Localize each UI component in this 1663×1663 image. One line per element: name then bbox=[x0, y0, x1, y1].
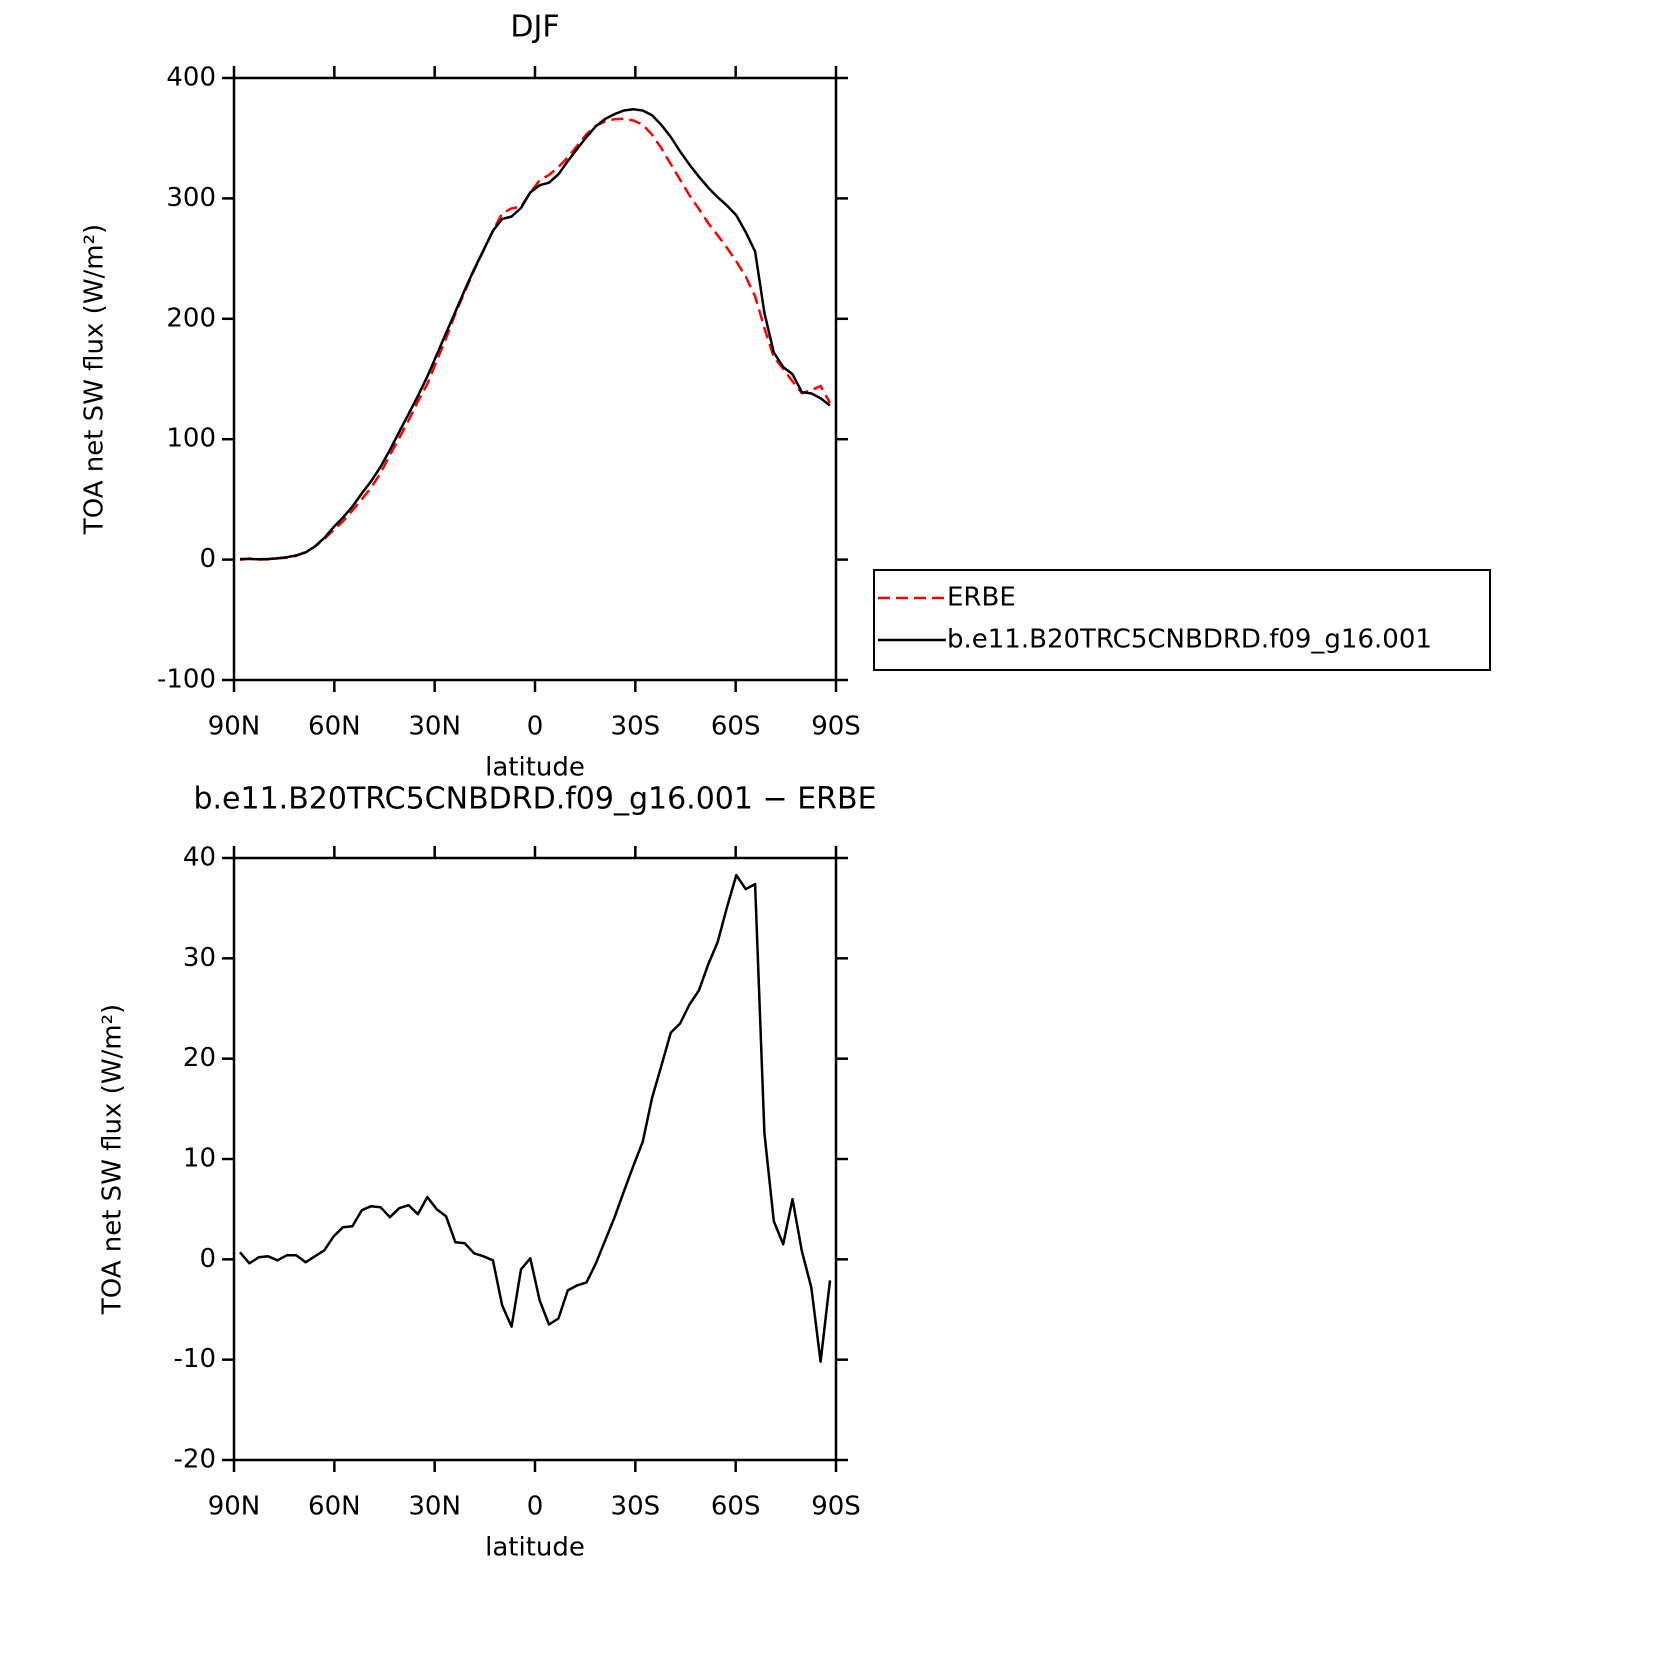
y-tick-label: 400 bbox=[166, 63, 216, 93]
legend-label: b.e11.B20TRC5CNBDRD.f09_g16.001 bbox=[947, 625, 1432, 655]
y-axis-label: TOA net SW flux (W/m²) bbox=[80, 224, 110, 535]
chart-title: b.e11.B20TRC5CNBDRD.f09_g16.001 − ERBE bbox=[193, 782, 876, 817]
y-tick-label: 0 bbox=[199, 1244, 216, 1274]
x-tick-label: 30S bbox=[611, 1492, 661, 1522]
x-tick-label: 60S bbox=[711, 1492, 761, 1522]
y-axis-label: TOA net SW flux (W/m²) bbox=[98, 1004, 128, 1315]
x-tick-label: 60S bbox=[711, 712, 761, 742]
x-axis-label: latitude bbox=[485, 1533, 585, 1563]
chart-title: DJF bbox=[510, 10, 559, 45]
x-tick-label: 30N bbox=[408, 1492, 461, 1522]
data-line bbox=[239, 873, 832, 1363]
data-line bbox=[240, 108, 831, 561]
y-tick-label: 10 bbox=[183, 1144, 216, 1174]
y-tick-label: -20 bbox=[174, 1445, 216, 1475]
x-axis-label: latitude bbox=[485, 753, 585, 783]
legend-box bbox=[873, 569, 1491, 671]
y-tick-label: 300 bbox=[166, 183, 216, 213]
plot-frame bbox=[232, 76, 838, 682]
x-tick-label: 30N bbox=[408, 712, 461, 742]
x-tick-label: 0 bbox=[527, 712, 544, 742]
legend-label: ERBE bbox=[947, 583, 1016, 613]
x-tick-label: 60N bbox=[308, 712, 361, 742]
y-tick-label: 40 bbox=[183, 843, 216, 873]
x-tick-label: 90N bbox=[208, 712, 261, 742]
y-tick-label: -100 bbox=[157, 665, 216, 695]
y-tick-label: 0 bbox=[199, 544, 216, 574]
x-tick-label: 60N bbox=[308, 1492, 361, 1522]
data-line bbox=[239, 117, 832, 562]
plot-frame bbox=[232, 856, 838, 1462]
x-tick-label: 90N bbox=[208, 1492, 261, 1522]
x-tick-label: 90S bbox=[811, 1492, 861, 1522]
x-tick-label: 0 bbox=[527, 1492, 544, 1522]
y-tick-label: 30 bbox=[183, 943, 216, 973]
y-tick-label: 20 bbox=[183, 1043, 216, 1073]
x-tick-label: 30S bbox=[611, 712, 661, 742]
y-tick-label: 200 bbox=[166, 303, 216, 333]
y-tick-label: 100 bbox=[166, 424, 216, 454]
y-tick-label: -10 bbox=[174, 1344, 216, 1374]
x-tick-label: 90S bbox=[811, 712, 861, 742]
